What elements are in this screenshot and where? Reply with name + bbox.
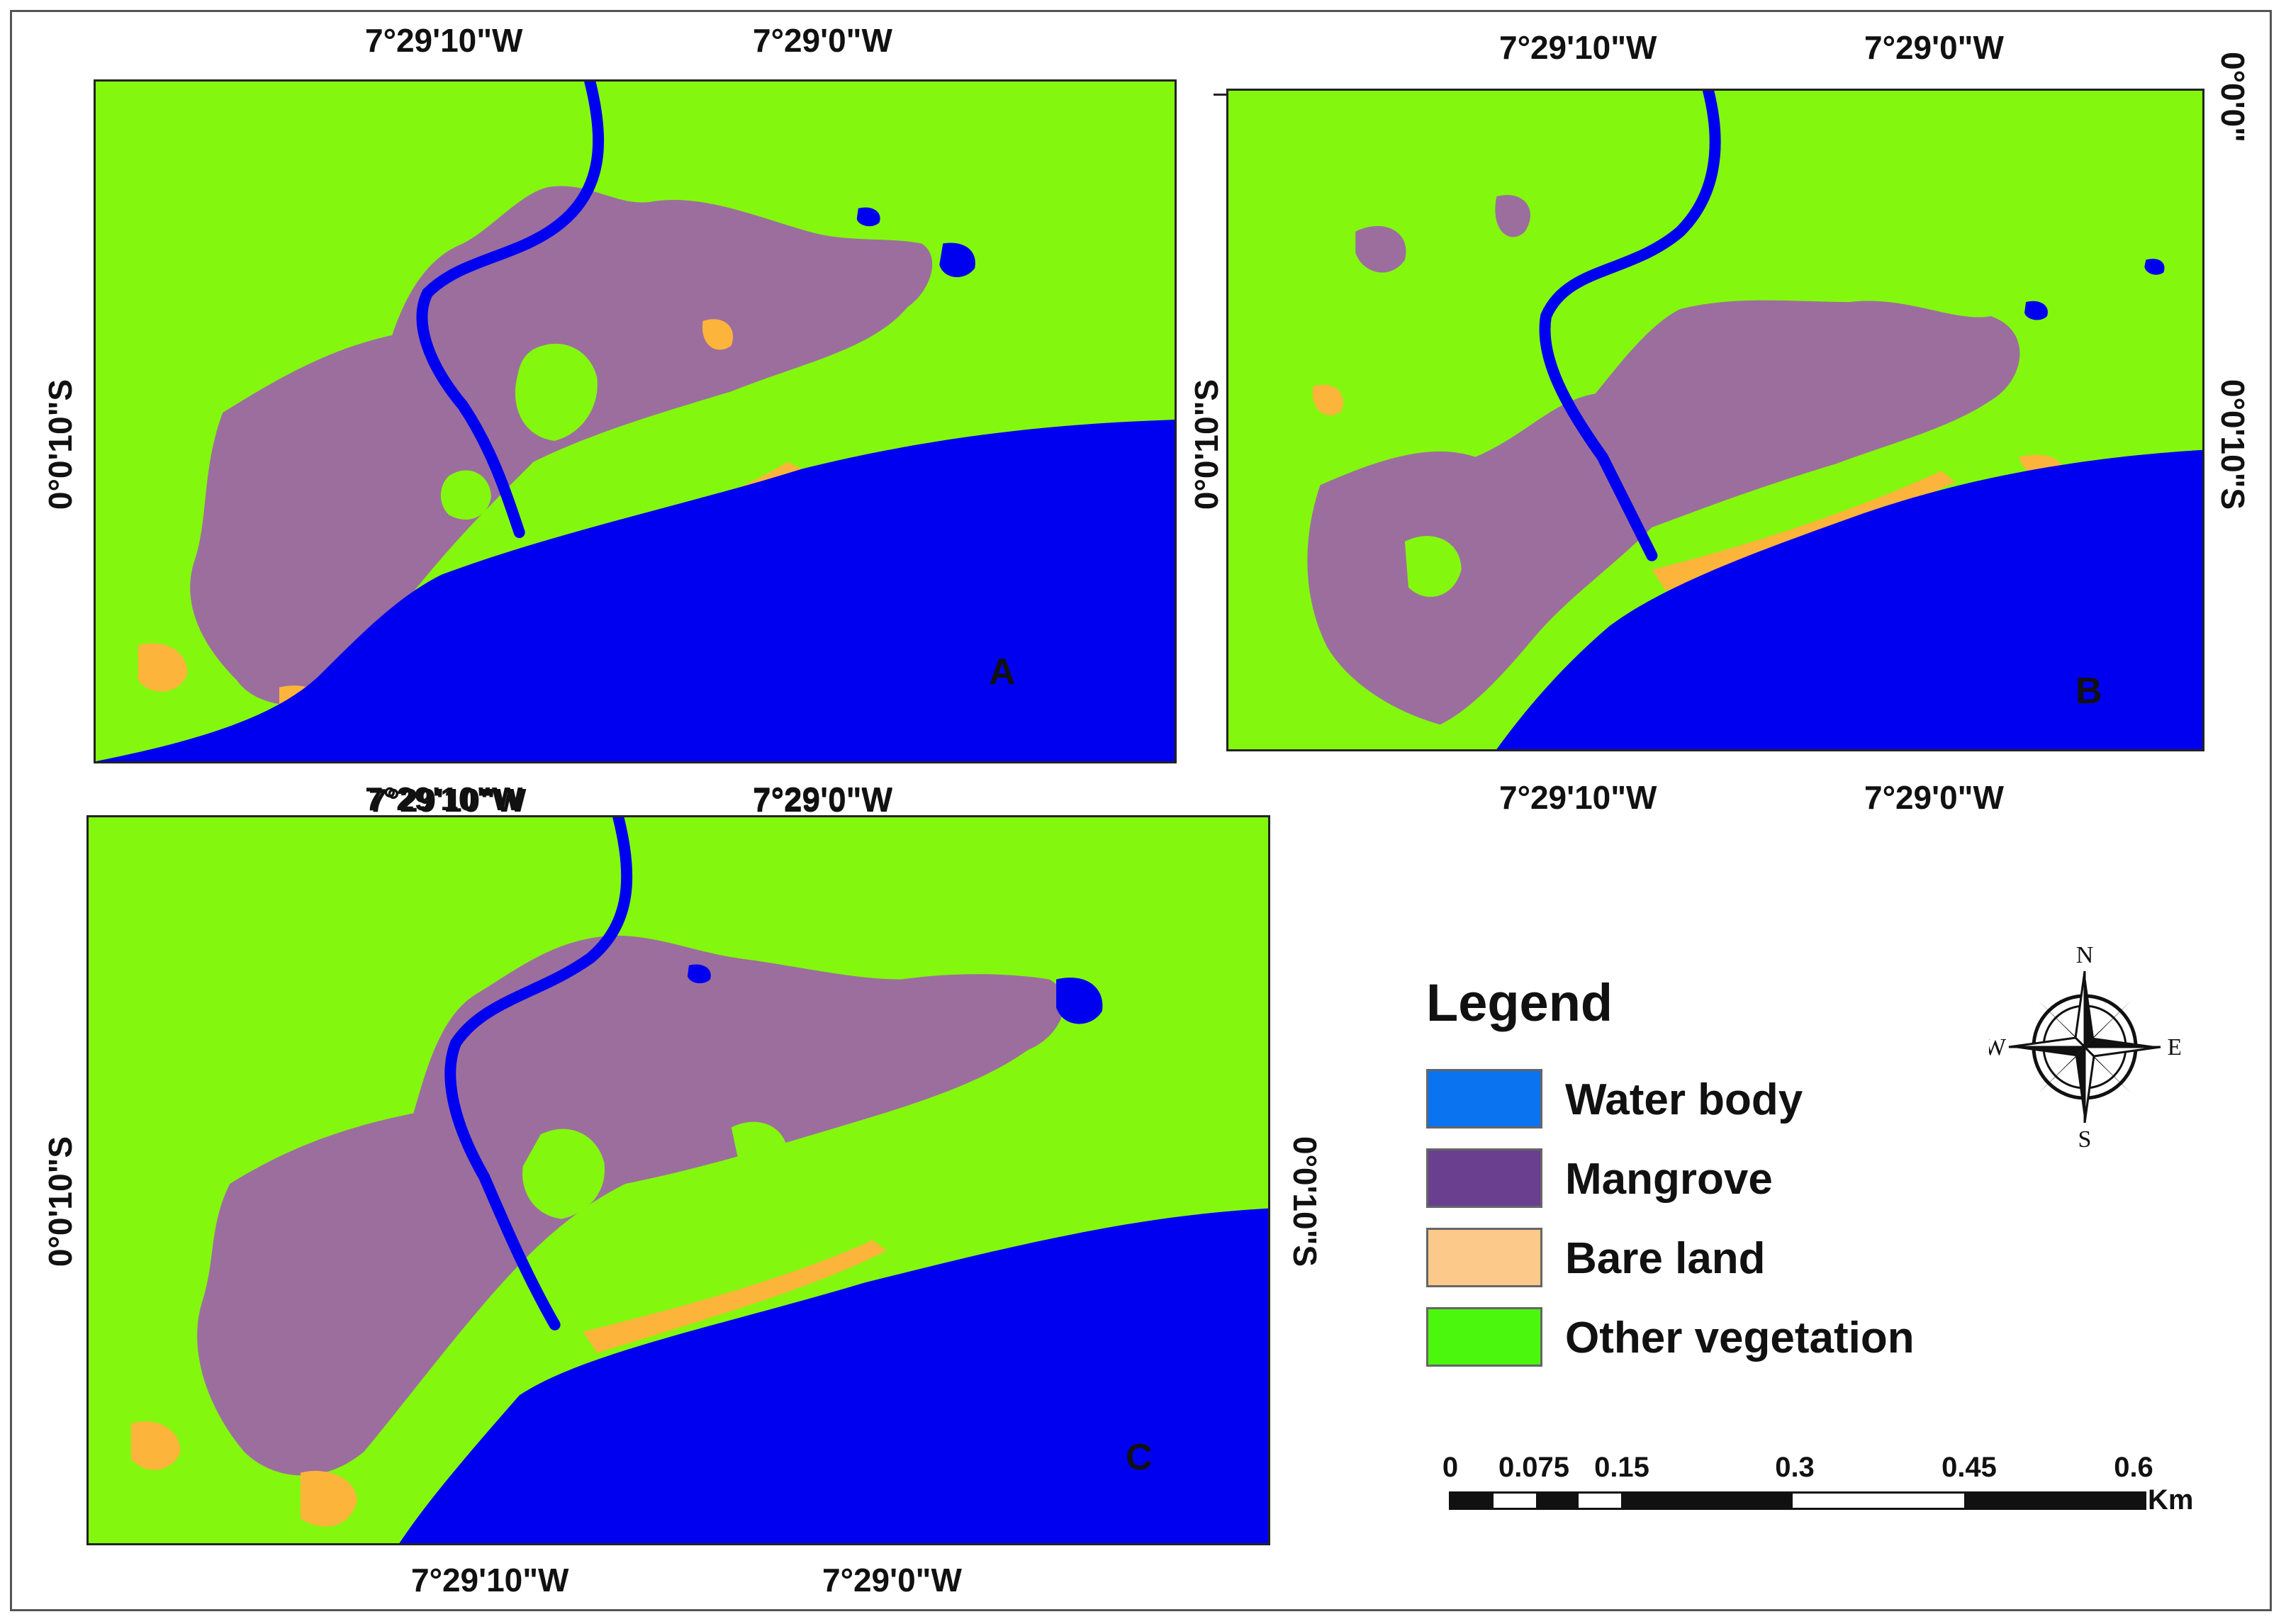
legend-title: Legend [1426, 973, 1613, 1032]
b-left-tick-mark-1 [1214, 94, 1226, 96]
panel-label-c: C [1126, 1437, 1153, 1478]
scale-tick-06: 0.6 [2114, 1452, 2153, 1483]
legend-label-vegetation: Other vegetation [1565, 1314, 1915, 1362]
scale-tick-0: 0 [1442, 1452, 1459, 1483]
map-b-graphic [1228, 91, 2202, 749]
scale-tick-0075: 0.075 [1498, 1452, 1570, 1483]
a-top-tick-1: 7°29'10"W [365, 22, 523, 59]
legend-swatch-vegetation [1426, 1307, 1542, 1367]
c-top-tick-2: 7°29'0"W [753, 782, 892, 819]
c-bottom-tick-2: 7°29'0"W [822, 1562, 962, 1598]
map-c-graphic [89, 817, 1268, 1543]
scale-unit: Km [2148, 1484, 2194, 1516]
a-top-tick-2: 7°29'0"W [753, 22, 892, 59]
map-a-graphic [96, 82, 1175, 761]
map-panel-c [86, 815, 1270, 1545]
b-bottom-tick-1: 7°29'10"W [1499, 779, 1657, 816]
scale-tick-045: 0.45 [1942, 1452, 1997, 1483]
legend-label-mangrove: Mangrove [1565, 1155, 1773, 1204]
a-bottom-tick-2: 7°29'0"W [753, 780, 892, 817]
legend-label-bare: Bare land [1565, 1234, 1766, 1283]
b-top-tick-1: 7°29'10"W [1499, 29, 1657, 66]
c-right-tick: 0°0'10"S [1287, 1136, 1323, 1267]
north-arrow-compass-icon: N S W E [1983, 942, 2182, 1153]
c-bottom-tick-1: 7°29'10"W [411, 1562, 569, 1598]
b-bottom-tick-2: 7°29'0"W [1864, 779, 2004, 816]
scale-tick-015: 0.15 [1594, 1452, 1649, 1483]
map-panel-a [94, 79, 1177, 763]
b-top-tick-2: 7°29'0"W [1864, 29, 2004, 66]
panel-label-b: B [2075, 671, 2102, 712]
map-panel-b [1226, 89, 2204, 751]
a-bottom-tick-1: 7°29'10"W [365, 780, 523, 817]
legend-swatch-mangrove [1426, 1148, 1542, 1208]
scale-bar-segments [1449, 1491, 2146, 1510]
scale-bar [1446, 1453, 2148, 1485]
c-left-tick: 0°0'10"S [42, 1136, 79, 1267]
c-top-tick-1: 7°29'10"W [369, 782, 527, 819]
panel-label-a: A [989, 651, 1016, 693]
b-right-tick-2: 0°0'10"S [2214, 379, 2251, 510]
a-left-tick: 0°0'10"S [42, 379, 79, 510]
b-right-tick-1: 0°0'0" [2214, 52, 2251, 142]
compass-w: W [1989, 1034, 2007, 1060]
compass-s: S [2078, 1126, 2092, 1148]
scale-tick-03: 0.3 [1775, 1452, 1815, 1483]
legend-swatch-bare [1426, 1228, 1542, 1287]
legend-label-water: Water body [1565, 1075, 1803, 1124]
compass-e: E [2168, 1034, 2180, 1060]
legend-swatch-water [1426, 1069, 1542, 1129]
figure-frame [10, 10, 2272, 1611]
b-left-tick: 0°0'10"S [1188, 379, 1225, 510]
compass-n: N [2076, 943, 2094, 968]
